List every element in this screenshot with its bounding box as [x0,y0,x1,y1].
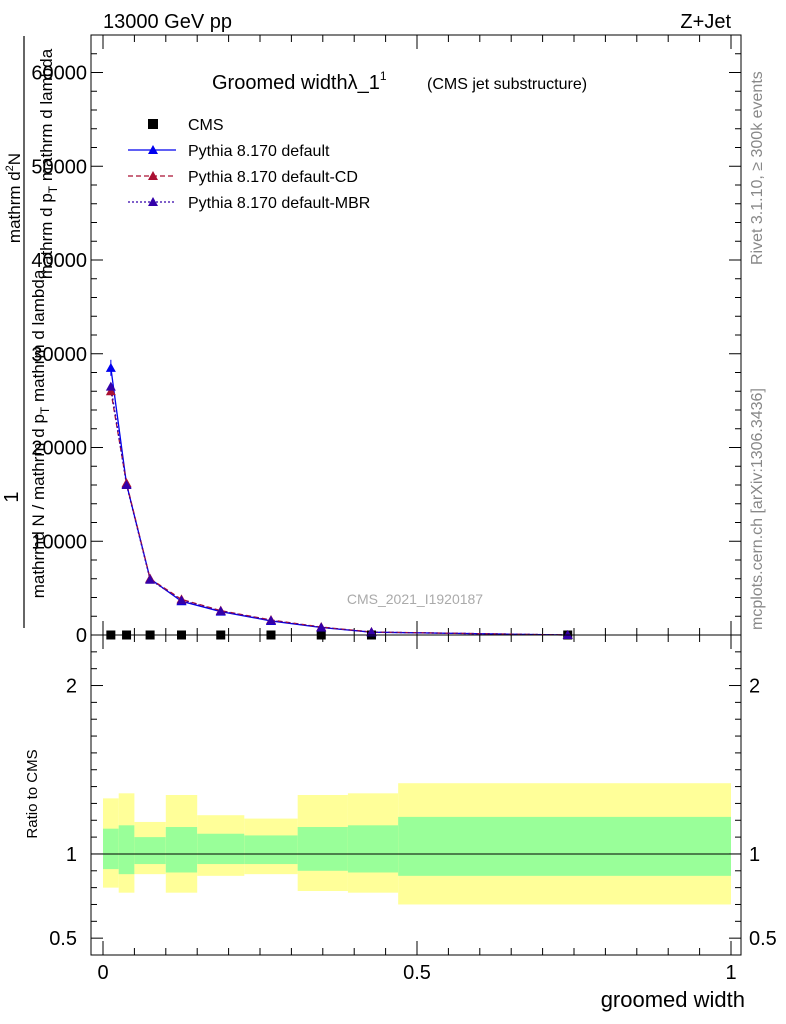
ratio-ytick-label: 0.5 [49,928,77,950]
legend: CMS Pythia 8.170 default Pythia 8.170 defa… [128,117,370,212]
y-axis-label: 1 mathrmd N / mathrm d pT mathrm d lambd… [1,36,60,628]
ratio-xtick-label: 1 [725,962,736,984]
chart-title: Groomed widthλ_11 [212,69,387,94]
ylabel-dl: mathrm d lambda [37,48,56,181]
x-axis-label: groomed width [601,987,745,1012]
ylabel-numer-a: mathrmd N / mathrm d pT mathrm d lambda [29,269,52,598]
stat-band [347,825,399,873]
ratio-ytick-label-right: 0.5 [749,928,777,950]
ratio-frame [90,634,742,956]
legend-marker-triangle [148,197,158,206]
stat-band [165,827,198,873]
ylabel-numer-a-end: mathrm d lambda [29,269,48,402]
ylabel-numer-b: mathrm d2N [4,153,24,243]
ylabel-n: N [5,153,24,165]
stat-band [103,828,119,870]
series-line [110,386,568,636]
main-ytick-label: 20000 [31,438,87,460]
header-right: Z+Jet [680,11,731,33]
stat-band [197,833,245,865]
mcplots-label: mcplots.cern.ch [arXiv:1306.3436] [749,388,766,630]
stat-band [244,835,298,865]
main-ytick-label: 40000 [31,250,87,272]
ratio-ytick-label-right: 1 [749,844,760,866]
series-point [105,381,116,391]
stat-band [134,837,166,865]
legend-marker-square [148,119,158,129]
ylabel-d: mathrm d [5,171,24,243]
series-point [145,574,156,584]
stat-band [398,816,731,876]
series-point [105,386,116,396]
series-point [366,627,377,637]
stat-band [297,827,348,871]
ratio-panel: 0.5 0.5 1 1 2 2 0 0.5 1 Ratio to CMS groomed wi… [24,634,777,1012]
legend-marker-triangle [148,145,158,154]
ratio-ytick-label: 1 [66,844,77,866]
ratio-ytick-label-right: 2 [749,676,760,698]
ratio-xtick-label: 0.5 [403,962,431,984]
series-point [215,606,226,616]
main-ytick-label: 0 [76,625,87,647]
main-ytick-label: 50000 [31,156,87,178]
ylabel-numer-a-main: mathrmd N / mathrm d p [29,414,48,598]
ylabel-one: 1 [1,491,23,502]
ratio-ytick-label: 2 [66,676,77,698]
ylabel-t: T [46,185,60,193]
rivet-label: Rivet 3.1.10, ≥ 300k events [749,71,766,265]
ylabel-pow: 2 [4,165,16,171]
stat-band [118,825,135,875]
chart-subtitle: (CMS jet substructure) [427,76,587,93]
legend-label: Pythia 8.170 default-CD [188,169,358,186]
main-panel: 0 10000 20000 30000 40000 50000 60000 CMS_2021… [1,34,742,647]
legend-label: CMS [188,117,224,134]
legend-marker-triangle [148,171,158,180]
chart-title-main: Groomed widthλ_1 [212,72,380,94]
ylabel-numer-a-sub: T [38,406,52,414]
ratio-xtick-label: 0 [97,962,108,984]
legend-label: Pythia 8.170 default [188,143,330,160]
main-ytick-label: 10000 [31,531,87,553]
series-point [316,622,327,632]
chart-title-sup: 1 [380,69,387,83]
ylabel-denom: mathrm d pT mathrm d lambda [37,48,60,279]
legend-label: Pythia 8.170 default-MBR [188,195,370,212]
header-left: 13000 GeV pp [103,11,232,33]
series-point [265,615,276,625]
ylabel-dp: mathrm d p [37,193,56,279]
series-line [110,367,568,636]
main-ytick-label: 30000 [31,344,87,366]
main-ytick-label: 60000 [31,63,87,85]
series-point [121,480,132,489]
ratio-ylabel: Ratio to CMS [24,749,41,838]
watermark: CMS_2021_I1920187 [347,591,483,607]
series-point [176,595,187,605]
